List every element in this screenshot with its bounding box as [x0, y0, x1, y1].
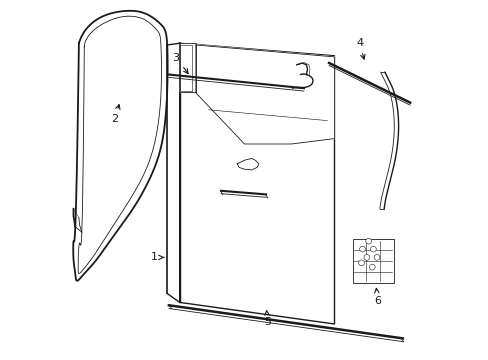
- Text: 5: 5: [264, 311, 271, 327]
- Polygon shape: [196, 45, 334, 144]
- Circle shape: [373, 255, 379, 260]
- Polygon shape: [179, 43, 196, 92]
- Text: 6: 6: [373, 288, 381, 306]
- Circle shape: [370, 246, 375, 252]
- Polygon shape: [237, 158, 258, 170]
- Circle shape: [358, 260, 364, 266]
- Circle shape: [365, 238, 371, 244]
- Text: 1: 1: [151, 252, 163, 262]
- Text: 4: 4: [355, 38, 364, 59]
- Text: 2: 2: [111, 105, 120, 124]
- Circle shape: [368, 264, 374, 270]
- Bar: [352, 239, 393, 283]
- Text: 3: 3: [172, 53, 188, 73]
- Circle shape: [359, 246, 365, 252]
- Polygon shape: [179, 43, 334, 324]
- Circle shape: [363, 255, 369, 260]
